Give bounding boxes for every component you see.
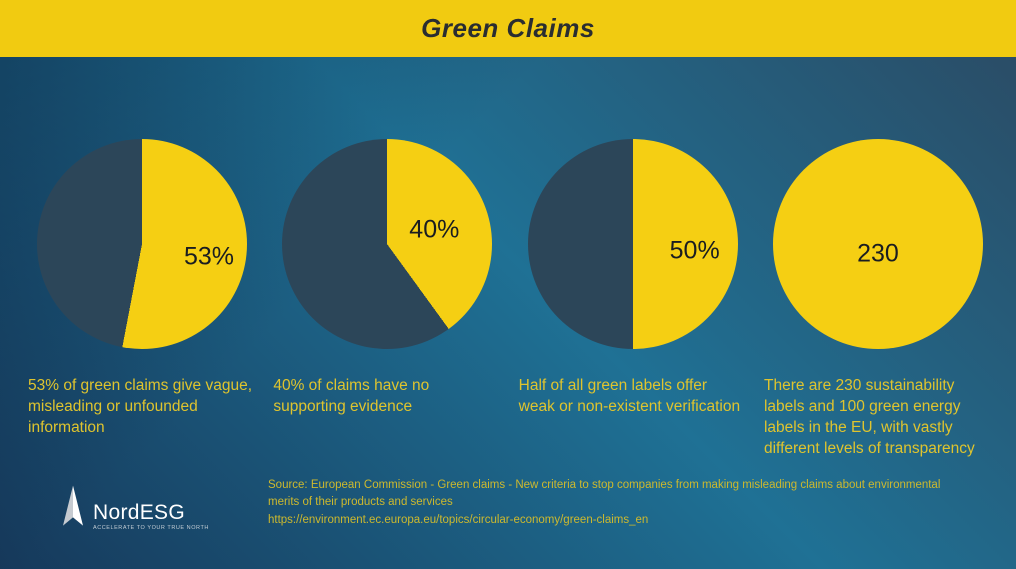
stats-row: 53% 53% of green claims give vague, misl… [28, 139, 992, 459]
pie-chart-no-evidence: 40% [282, 139, 493, 349]
title-bar: Green Claims [0, 0, 1016, 57]
source-url: https://environment.ec.europa.eu/topics/… [268, 513, 649, 526]
stat-column-4: 230 There are 230 sustainability labels … [764, 139, 992, 459]
stat-column-3: 50% Half of all green labels offer weak … [519, 139, 747, 459]
pie-value-label: 230 [857, 239, 899, 268]
pie-chart-sustainability-labels: 230 [772, 139, 983, 349]
page-title: Green Claims [421, 13, 595, 43]
pie-chart-weak-verification: 50% [527, 139, 738, 349]
stat-caption: There are 230 sustainability labels and … [763, 377, 975, 458]
pie-value-label: 40% [409, 215, 460, 244]
logo-name: NordESG [93, 501, 185, 524]
stat-column-2: 40% 40% of claims have no supporting evi… [273, 139, 501, 459]
source-attribution: Source: European Commission - Green clai… [268, 477, 956, 529]
stat-caption: 40% of claims have no supporting evidenc… [273, 377, 430, 416]
pie-chart-misleading-claims: 53% [37, 139, 247, 349]
stat-caption: 53% of green claims give vague, misleadi… [28, 377, 253, 437]
stat-caption: Half of all green labels offer weak or n… [518, 377, 741, 416]
pie-value-label: 50% [669, 236, 720, 265]
source-text: Source: European Commission - Green clai… [268, 479, 941, 509]
logo-text: NordESG ACCELERATE TO YOUR TRUE NORTH [93, 502, 209, 534]
compass-arrow-icon [63, 485, 83, 526]
pie-value-label: 53% [183, 242, 235, 271]
logo-tagline: ACCELERATE TO YOUR TRUE NORTH [93, 525, 209, 531]
logo: NordESG ACCELERATE TO YOUR TRUE NORTH [56, 484, 209, 534]
stat-column-1: 53% 53% of green claims give vague, misl… [28, 139, 256, 459]
